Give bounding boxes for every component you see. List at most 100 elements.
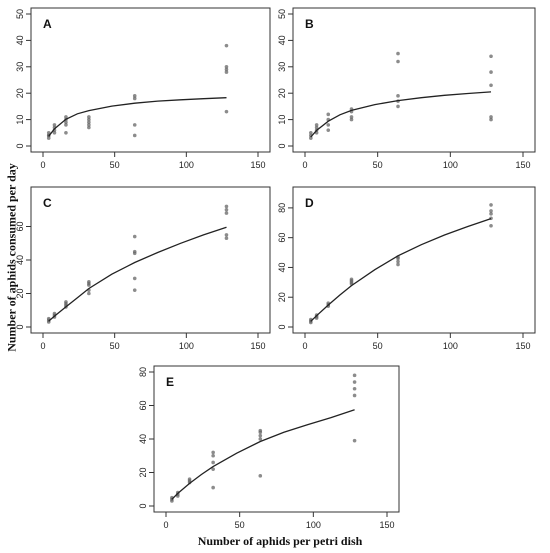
data-point [211, 460, 215, 465]
panel-label: D [305, 196, 314, 210]
y-tick-label: 40 [15, 255, 25, 265]
data-point [314, 125, 319, 130]
fitted-curve [310, 217, 492, 322]
plot-frame [30, 186, 271, 334]
panel-label: B [305, 17, 314, 31]
data-point [224, 233, 229, 237]
x-tick-label: 100 [306, 520, 321, 530]
data-point [349, 117, 354, 122]
data-point [489, 70, 493, 74]
data-point [396, 51, 400, 56]
data-point [309, 136, 313, 140]
panel-label: E [166, 375, 174, 389]
data-point [349, 277, 354, 282]
x-tick-label: 100 [443, 341, 458, 351]
data-point [211, 450, 215, 455]
fitted-curve [48, 97, 227, 137]
data-point [309, 131, 313, 135]
y-tick-label: 20 [138, 467, 148, 477]
y-tick-label: 80 [277, 203, 287, 213]
data-point [396, 259, 400, 264]
data-point [52, 123, 57, 127]
panel-a: A 0 50 100 150 0 10 20 30 40 50 [15, 7, 271, 170]
x-tick-label: 0 [163, 520, 168, 530]
data-point [224, 236, 229, 241]
data-point [258, 474, 263, 478]
data-point [87, 291, 91, 296]
data-point [87, 117, 91, 122]
data-point [489, 212, 493, 216]
y-tick-label: 50 [15, 9, 25, 19]
panel-d: D 0 50 100 150 0 20 40 60 80 [277, 186, 536, 351]
data-point [224, 211, 229, 215]
y-tick-label: 40 [277, 262, 287, 272]
data-point [46, 131, 51, 135]
data-point [211, 485, 215, 490]
x-tick-label: 100 [179, 160, 194, 170]
data-point [132, 123, 137, 127]
panel-c: C 0 50 100 150 0 20 40 60 [15, 186, 271, 351]
data-point [64, 115, 68, 119]
data-point [224, 207, 229, 212]
y-tick-label: 80 [138, 367, 148, 377]
fitted-curve [171, 409, 355, 500]
data-point [87, 279, 91, 284]
data-point [326, 112, 331, 117]
y-tick-label: 40 [15, 35, 25, 45]
x-tick-label: 50 [110, 341, 120, 351]
data-point [489, 223, 493, 228]
data-point [187, 477, 192, 482]
data-point [326, 123, 331, 127]
data-point [87, 115, 91, 119]
y-tick-label: 20 [277, 292, 287, 302]
data-point [489, 203, 493, 207]
data-point [132, 133, 137, 138]
data-point [489, 209, 493, 213]
data-point [489, 117, 493, 122]
data-point [352, 393, 357, 398]
data-point [349, 115, 354, 119]
fitted-curve [310, 91, 492, 138]
y-tick-label: 60 [277, 233, 287, 243]
data-point [326, 128, 331, 132]
data-point [352, 386, 357, 391]
data-point [396, 104, 400, 109]
y-tick-label: 50 [277, 9, 287, 19]
data-point [132, 249, 137, 254]
data-point [224, 109, 229, 114]
x-tick-label: 50 [373, 341, 383, 351]
data-point [224, 204, 229, 209]
data-point [132, 96, 137, 101]
data-point [489, 83, 493, 88]
x-tick-label: 150 [515, 160, 530, 170]
data-point [489, 115, 493, 119]
x-tick-label: 50 [110, 160, 120, 170]
data-point [396, 59, 400, 64]
y-tick-label: 40 [138, 434, 148, 444]
x-axis-label: Number of aphids per petri dish [197, 534, 363, 548]
y-tick-label: 0 [277, 143, 287, 148]
data-point [396, 262, 400, 267]
data-point [52, 131, 57, 135]
panel-b: B 0 50 100 150 0 10 20 30 40 50 [277, 7, 536, 170]
y-tick-label: 20 [277, 88, 287, 98]
y-tick-label: 20 [15, 88, 25, 98]
data-point [489, 54, 493, 59]
y-tick-label: 0 [138, 503, 148, 508]
data-point [132, 234, 137, 239]
data-point [64, 123, 68, 127]
fitted-curve [48, 226, 227, 322]
data-point [132, 94, 137, 98]
data-point [224, 65, 229, 69]
x-tick-label: 100 [443, 160, 458, 170]
data-point [352, 373, 357, 378]
panel-e: E 0 50 100 150 0 20 40 60 80 [138, 365, 400, 530]
y-tick-label: 0 [15, 324, 25, 329]
x-tick-label: 50 [235, 520, 245, 530]
y-tick-label: 30 [277, 62, 287, 72]
data-point [64, 300, 68, 304]
data-point [352, 438, 357, 443]
y-tick-label: 0 [277, 324, 287, 329]
data-point [87, 123, 91, 127]
data-point [132, 276, 137, 281]
